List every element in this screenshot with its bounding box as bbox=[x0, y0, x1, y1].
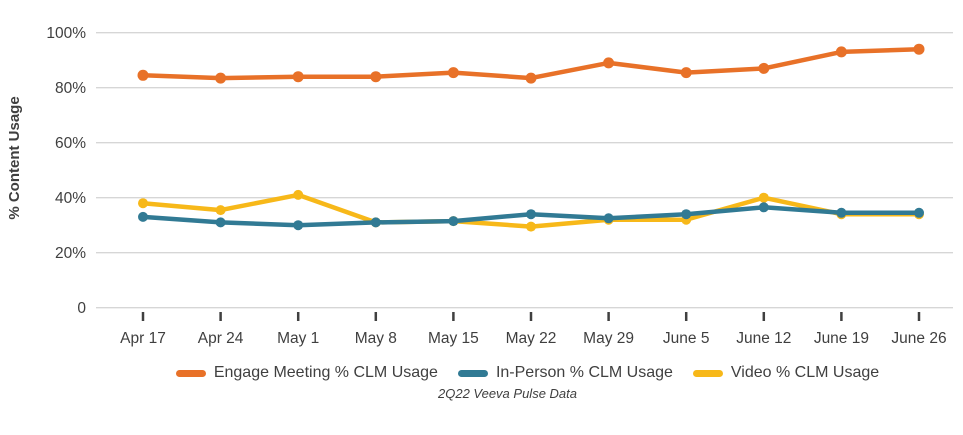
legend-item-1: In-Person % CLM Usage bbox=[457, 364, 673, 382]
y-axis-tick-label: 40% bbox=[55, 190, 86, 207]
legend: Engage Meeting % CLM Usage In-Person % CL… bbox=[46, 364, 963, 382]
line-chart: 0 20% 40% 60% 80% 100% Apr 17 Apr 24 May 1 May 8 M… bbox=[6, 25, 953, 347]
legend-item-2: Video % CLM Usage bbox=[692, 364, 880, 382]
x-axis-tick-label: June 12 bbox=[736, 330, 791, 347]
x-axis-tick-label: June 5 bbox=[663, 330, 710, 347]
series-point-1 bbox=[603, 213, 614, 224]
series-point-1 bbox=[448, 216, 459, 227]
x-axis-tick-label: May 1 bbox=[277, 330, 319, 347]
x-axis-tick-label: May 22 bbox=[506, 330, 557, 347]
series-point-0 bbox=[292, 71, 304, 83]
x-axis-tick-label: May 29 bbox=[583, 330, 634, 347]
chart-footnote: 2Q22 Veeva Pulse Data bbox=[438, 386, 577, 401]
series-point-1 bbox=[836, 207, 847, 218]
legend-label: Engage Meeting % CLM Usage bbox=[213, 364, 438, 381]
series-point-1 bbox=[138, 211, 148, 222]
series-point-1 bbox=[758, 202, 769, 213]
legend-label: Video % CLM Usage bbox=[730, 364, 880, 381]
series-point-0 bbox=[913, 43, 925, 55]
legend-swatch-icon bbox=[692, 369, 723, 377]
legend-swatch-icon bbox=[457, 369, 488, 377]
y-axis-tick-label: 80% bbox=[55, 80, 86, 97]
series-point-0 bbox=[370, 71, 382, 83]
series-point-2 bbox=[215, 205, 226, 216]
series-point-2 bbox=[138, 198, 148, 209]
series-point-1 bbox=[370, 217, 381, 228]
y-axis-tick-label: 20% bbox=[55, 245, 86, 262]
x-axis-tick-label: Apr 17 bbox=[120, 330, 166, 347]
series-point-1 bbox=[914, 207, 924, 218]
series-point-1 bbox=[293, 220, 304, 231]
series-point-2 bbox=[293, 189, 304, 200]
series-point-2 bbox=[758, 192, 769, 203]
legend-swatch-icon bbox=[175, 369, 206, 377]
series-point-2 bbox=[526, 221, 536, 232]
legend-label: In-Person % CLM Usage bbox=[495, 364, 673, 381]
series-point-0 bbox=[447, 67, 459, 79]
series-point-0 bbox=[835, 46, 847, 58]
series-point-1 bbox=[681, 209, 692, 220]
legend-item-0: Engage Meeting % CLM Usage bbox=[175, 364, 438, 382]
x-axis-tick-label: June 26 bbox=[891, 330, 946, 347]
y-axis-tick-label: 100% bbox=[46, 25, 86, 42]
y-axis-title: % Content Usage bbox=[6, 96, 23, 219]
x-axis-tick-label: May 8 bbox=[355, 330, 397, 347]
y-axis-tick-label: 0 bbox=[77, 300, 86, 317]
series-point-0 bbox=[137, 69, 149, 81]
series-point-0 bbox=[603, 57, 615, 69]
y-axis-tick-label: 60% bbox=[55, 135, 86, 152]
x-axis-tick-label: Apr 24 bbox=[198, 330, 244, 347]
series-point-1 bbox=[526, 209, 536, 220]
x-axis-tick-label: June 19 bbox=[814, 330, 869, 347]
series-point-0 bbox=[525, 72, 537, 84]
x-axis-tick-label: May 15 bbox=[428, 330, 479, 347]
series-point-0 bbox=[758, 62, 770, 74]
series-point-0 bbox=[215, 72, 227, 84]
series-point-1 bbox=[215, 217, 226, 228]
series-point-0 bbox=[680, 67, 692, 79]
